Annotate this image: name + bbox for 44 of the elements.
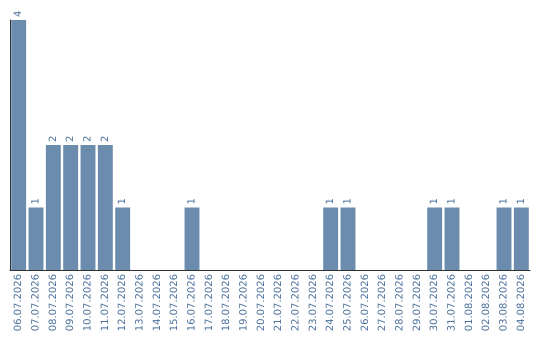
data-label: 2 bbox=[65, 136, 76, 142]
x-tick-label: 18.07.2026 bbox=[221, 274, 232, 332]
data-label: 1 bbox=[342, 198, 354, 204]
data-label: 1 bbox=[117, 198, 128, 204]
x-tick-label: 30.07.2026 bbox=[429, 274, 440, 332]
x-tick-label: 22.07.2026 bbox=[290, 274, 302, 332]
x-tick-label: 28.07.2026 bbox=[394, 274, 406, 332]
data-label: 1 bbox=[30, 198, 42, 204]
x-tick-label: 13.07.2026 bbox=[134, 274, 146, 332]
data-label: 1 bbox=[516, 198, 527, 204]
data-label: 1 bbox=[498, 198, 510, 204]
data-label: 2 bbox=[48, 136, 59, 142]
x-tick-label: 17.07.2026 bbox=[204, 274, 215, 332]
x-tick-label: 29.07.2026 bbox=[412, 274, 423, 332]
data-label: 1 bbox=[429, 198, 440, 204]
x-tick-label: 31.07.2026 bbox=[446, 274, 458, 332]
x-tick-label: 08.07.2026 bbox=[48, 274, 59, 332]
x-tick-label: 15.07.2026 bbox=[169, 274, 180, 332]
x-tick-label: 25.07.2026 bbox=[342, 274, 354, 332]
data-label: 4 bbox=[13, 10, 24, 17]
x-tick-label: 26.07.2026 bbox=[360, 274, 371, 332]
x-tick-label: 14.07.2026 bbox=[152, 274, 163, 332]
data-label: 1 bbox=[325, 198, 336, 204]
x-tick-label: 20.07.2026 bbox=[256, 274, 267, 332]
data-label: 2 bbox=[82, 136, 94, 142]
data-label: 1 bbox=[186, 198, 198, 204]
x-tick-label: 23.07.2026 bbox=[308, 274, 319, 332]
x-tick-label: 04.08.2026 bbox=[516, 274, 527, 332]
data-label: 1 bbox=[446, 198, 458, 204]
x-tick-label: 19.07.2026 bbox=[238, 274, 250, 332]
x-tick-label: 24.07.2026 bbox=[325, 274, 336, 332]
x-tick-label: 03.08.2026 bbox=[498, 274, 510, 332]
x-tick-label: 01.08.2026 bbox=[464, 274, 475, 332]
x-tick-label: 12.07.2026 bbox=[117, 274, 128, 332]
x-tick-label: 09.07.2026 bbox=[65, 274, 76, 332]
x-tick-label: 27.07.2026 bbox=[377, 274, 388, 332]
x-tick-label: 16.07.2026 bbox=[186, 274, 198, 332]
x-tick-label: 06.07.2026 bbox=[13, 274, 24, 332]
data-label: 2 bbox=[100, 136, 111, 142]
x-tick-label: 10.07.2026 bbox=[82, 274, 94, 332]
x-tick-label: 02.08.2026 bbox=[481, 274, 492, 332]
x-tick-label: 21.07.2026 bbox=[273, 274, 284, 332]
x-tick-label: 07.07.2026 bbox=[30, 274, 42, 332]
x-tick-label: 11.07.2026 bbox=[100, 274, 111, 332]
